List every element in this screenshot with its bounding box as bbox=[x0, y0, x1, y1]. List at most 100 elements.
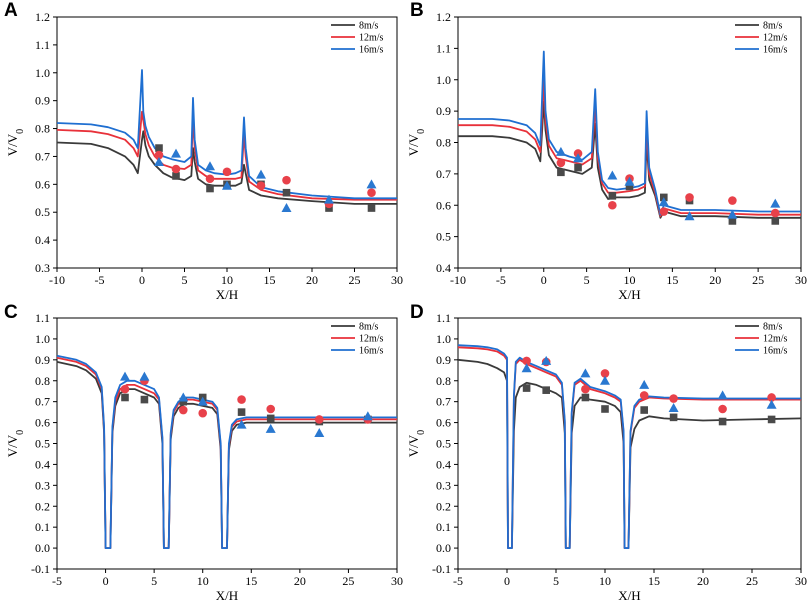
measured-point-circle bbox=[581, 384, 590, 394]
measured-point-square bbox=[237, 408, 246, 416]
panel-letter: B bbox=[410, 0, 424, 21]
x-tick-label: 20 bbox=[697, 574, 709, 588]
y-axis-label: V/V0 bbox=[406, 129, 427, 156]
measured-point-circle bbox=[171, 164, 181, 174]
legend-label: 8m/s bbox=[763, 322, 783, 333]
x-tick-label: -5 bbox=[453, 574, 463, 588]
measured-point-square bbox=[581, 393, 590, 402]
x-tick-label: -10 bbox=[49, 273, 65, 287]
series-line-16m-s bbox=[56, 69, 397, 200]
measured-point-triangle bbox=[178, 392, 189, 402]
measured-point-square bbox=[266, 414, 275, 423]
series-line-8m-s bbox=[458, 100, 801, 219]
y-tick-label: 0.4 bbox=[436, 261, 451, 275]
measured-point-circle bbox=[767, 393, 776, 402]
measured-point-circle bbox=[556, 158, 566, 168]
measured-point-triangle bbox=[624, 176, 635, 186]
measured-point-triangle bbox=[197, 396, 208, 406]
panel-a: A -10 -5 0 5 10 15 20 25 30 0.3 0.4 0.5 0.6 0.7 0.8 0.9 1… bbox=[4, 0, 403, 302]
y-tick-label: 0.6 bbox=[436, 198, 451, 212]
measured-point-circle bbox=[256, 181, 266, 191]
measured-point-circle bbox=[718, 404, 727, 414]
y-tick-label: 0.9 bbox=[35, 353, 50, 367]
y-tick-label: 0.1 bbox=[436, 520, 451, 534]
measured-point-triangle bbox=[281, 203, 292, 213]
measured-point-triangle bbox=[324, 194, 334, 204]
x-tick-label: 5 bbox=[151, 574, 157, 588]
measured-point-triangle bbox=[314, 428, 325, 438]
x-tick-label: -5 bbox=[95, 273, 105, 287]
y-tick-label: 1.0 bbox=[35, 66, 50, 80]
x-tick-label: 15 bbox=[648, 574, 660, 588]
y-tick-label: 0.3 bbox=[436, 478, 451, 492]
x-tick-label: 30 bbox=[391, 574, 403, 588]
x-tick-label: 15 bbox=[264, 273, 276, 287]
x-axis-label: X/H bbox=[618, 588, 640, 603]
plot-frame bbox=[457, 16, 802, 269]
x-tick-label: 30 bbox=[795, 574, 807, 588]
x-tick-label: 5 bbox=[553, 574, 559, 588]
x-tick-label: -10 bbox=[450, 273, 466, 287]
y-tick-label: 0.8 bbox=[35, 374, 50, 388]
measured-point-square bbox=[574, 163, 582, 172]
measured-point-circle bbox=[600, 369, 610, 378]
measured-point-circle bbox=[685, 193, 694, 202]
legend-label: 12m/s bbox=[763, 334, 788, 345]
measured-point-circle bbox=[314, 415, 324, 424]
y-tick-label: 0.7 bbox=[436, 395, 451, 409]
y-tick-label: 0.2 bbox=[35, 499, 50, 513]
legend-label: 12m/s bbox=[359, 33, 384, 44]
y-tick-label: 0.8 bbox=[35, 122, 50, 136]
measured-point-circle bbox=[639, 391, 649, 400]
y-tick-label: 0.5 bbox=[436, 437, 451, 451]
y-tick-label: 0.5 bbox=[436, 230, 451, 244]
panel-d: D -5 0 5 10 15 20 25 30 -0.1 0.0 0.1 0.2 0.3 0.4 0.5 0.6… bbox=[406, 302, 807, 603]
y-tick-label: 0.1 bbox=[35, 520, 50, 534]
measured-point-triangle bbox=[366, 179, 377, 189]
measured-point-circle bbox=[178, 405, 188, 415]
measured-point-square bbox=[282, 188, 291, 197]
panel-b: B -10 -5 0 5 10 15 20 25 30 0.4 0.5 0.6 0.7 0.8 0.9 1.0 1… bbox=[406, 0, 807, 302]
measured-point-circle bbox=[608, 200, 617, 210]
measured-point-square bbox=[367, 204, 376, 212]
y-tick-label: 0.0 bbox=[436, 541, 451, 555]
measured-point-circle bbox=[222, 167, 232, 177]
y-tick-label: 0.0 bbox=[35, 541, 50, 555]
measured-point-circle bbox=[728, 196, 737, 205]
x-tick-label: 10 bbox=[624, 273, 636, 287]
x-axis-label: X/H bbox=[216, 287, 238, 302]
measured-point-square bbox=[172, 172, 180, 180]
measured-point-triangle bbox=[600, 375, 610, 385]
y-tick-label: 0.8 bbox=[436, 374, 451, 388]
measured-point-triangle bbox=[639, 379, 650, 389]
measured-point-triangle bbox=[770, 198, 781, 208]
y-tick-label: 1.1 bbox=[35, 38, 50, 52]
x-tick-label: 0 bbox=[541, 273, 547, 287]
series-line-12m-s bbox=[458, 78, 801, 218]
x-tick-label: 5 bbox=[584, 273, 590, 287]
measured-point-triangle bbox=[573, 153, 584, 163]
measured-point-circle bbox=[266, 404, 276, 414]
y-tick-label: 0.7 bbox=[35, 149, 50, 163]
measured-point-square bbox=[718, 417, 727, 426]
measured-point-circle bbox=[669, 394, 678, 403]
y-tick-label: 1.0 bbox=[436, 73, 451, 87]
panel-letter: C bbox=[4, 302, 18, 323]
y-tick-label: 0.4 bbox=[35, 233, 50, 247]
x-tick-label: 20 bbox=[709, 273, 721, 287]
measured-point-circle bbox=[522, 356, 531, 366]
legend-label: 16m/s bbox=[359, 346, 384, 357]
y-tick-label: -0.1 bbox=[432, 562, 451, 576]
measured-point-triangle bbox=[120, 371, 130, 381]
y-tick-label: 0.7 bbox=[35, 395, 50, 409]
x-tick-label: 20 bbox=[306, 273, 318, 287]
x-tick-label: 10 bbox=[599, 574, 611, 588]
measured-point-triangle bbox=[256, 169, 266, 179]
y-tick-label: 0.7 bbox=[436, 167, 451, 181]
measured-point-triangle bbox=[541, 355, 552, 365]
measured-point-square bbox=[640, 406, 648, 414]
measured-point-square bbox=[542, 386, 550, 394]
legend-label: 16m/s bbox=[763, 45, 788, 56]
measured-point-square bbox=[767, 415, 776, 424]
